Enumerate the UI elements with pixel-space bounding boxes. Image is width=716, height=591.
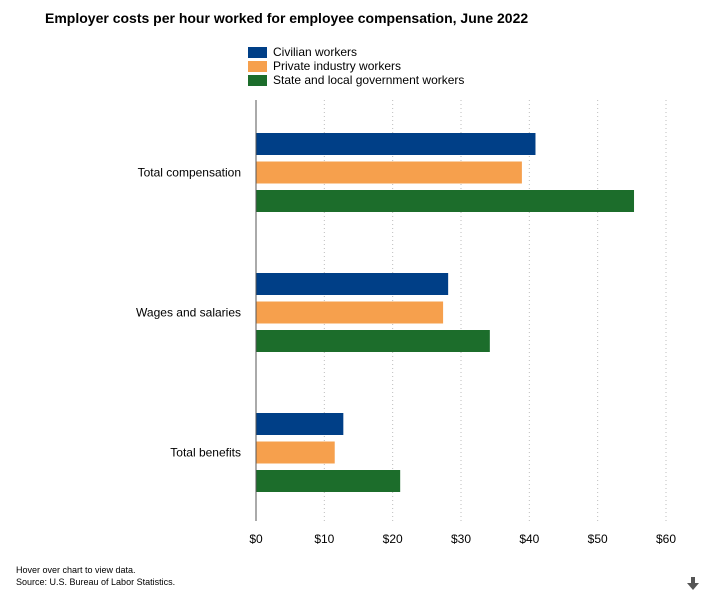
legend-item-state-local[interactable]: State and local government workers (248, 73, 464, 87)
bar[interactable] (256, 301, 444, 324)
category-label: Total compensation (138, 166, 241, 180)
chart-title: Employer costs per hour worked for emplo… (45, 10, 529, 26)
x-tick-label: $30 (451, 532, 471, 546)
legend-swatch-private (248, 60, 267, 72)
legend-label-state-local: State and local government workers (273, 73, 465, 87)
bar[interactable] (256, 470, 401, 492)
legend-swatch-civilian (248, 46, 267, 58)
legend-label-private: Private industry workers (273, 59, 402, 73)
source-note: Source: U.S. Bureau of Labor Statistics. (16, 577, 176, 587)
x-tick-label: $20 (383, 532, 403, 546)
bar[interactable] (256, 413, 344, 435)
bar[interactable] (256, 133, 536, 155)
legend-item-civilian[interactable]: Civilian workers (248, 45, 464, 59)
bar[interactable] (256, 161, 522, 184)
legend-item-private[interactable]: Private industry workers (248, 59, 464, 73)
x-tick-label: $50 (588, 532, 608, 546)
bar[interactable] (256, 330, 490, 352)
download-arrow-icon[interactable] (686, 577, 700, 591)
bar[interactable] (256, 190, 635, 212)
bar[interactable] (256, 441, 335, 464)
x-tick-label: $0 (249, 532, 263, 546)
legend: Civilian workers Private industry worker… (248, 45, 464, 87)
legend-label-civilian: Civilian workers (273, 45, 358, 59)
x-tick-label: $10 (314, 532, 334, 546)
category-label: Wages and salaries (136, 306, 241, 320)
x-tick-label: $60 (656, 532, 676, 546)
bar[interactable] (256, 273, 449, 295)
x-tick-label: $40 (519, 532, 539, 546)
hover-note: Hover over chart to view data. (16, 565, 136, 575)
legend-swatch-state-local (248, 74, 267, 86)
category-label: Total benefits (170, 446, 241, 460)
